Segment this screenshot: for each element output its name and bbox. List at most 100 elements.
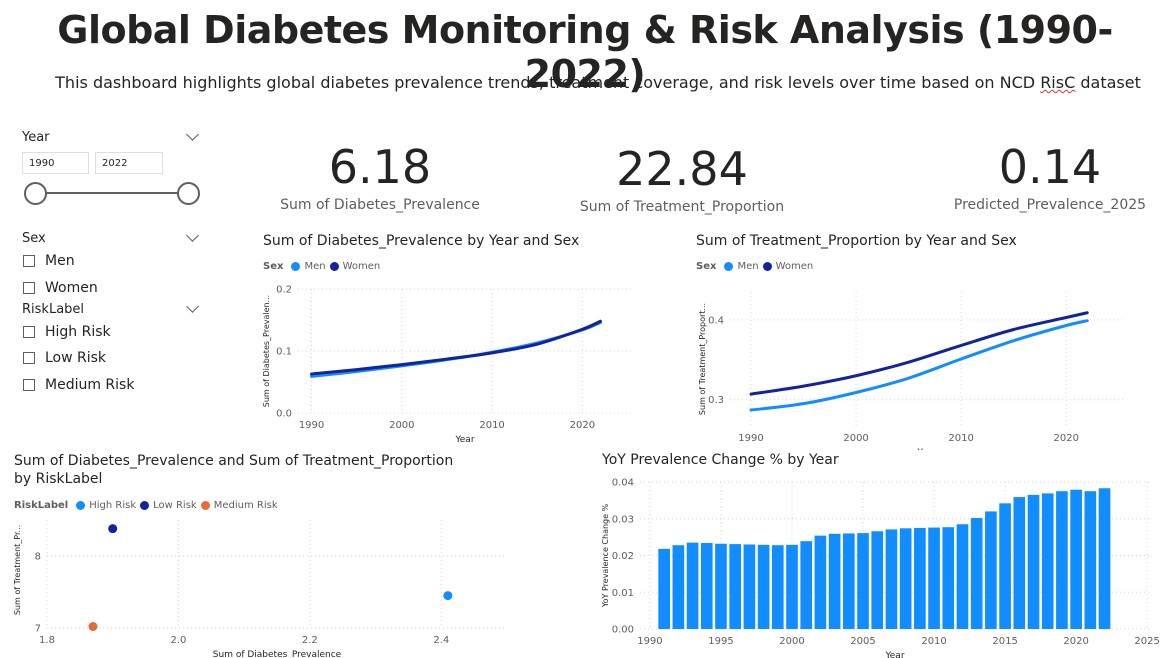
chart-legend: Sex Men Women (263, 261, 380, 272)
series-line-women (310, 319, 602, 376)
bar-1993 (686, 542, 699, 629)
chart-title-line2: by RiskLabel (14, 471, 103, 487)
y-tick-label: 0.2 (276, 285, 292, 296)
legend-women-label: Women (775, 261, 814, 272)
checkbox[interactable] (23, 282, 35, 294)
legend-women-swatch (762, 262, 772, 271)
kpi-value: 6.18 (328, 140, 432, 194)
y-tick-label: 0.4 (708, 315, 724, 326)
year-from-input[interactable]: 1990 (22, 152, 89, 174)
bar-2001 (800, 541, 813, 629)
sex-option-label: Men (45, 253, 75, 269)
year-slider-start-handle[interactable] (24, 182, 47, 205)
bar-2003 (828, 533, 841, 629)
legend-low-label: Low Risk (153, 500, 197, 511)
chart-legend: Sex Men Women (696, 261, 813, 272)
bar-2013 (970, 518, 983, 629)
x-axis-title: Year (884, 651, 904, 658)
chevron-down-icon[interactable] (186, 128, 199, 141)
x-tick-label: 2020 (570, 420, 595, 431)
sex-option-label: Women (45, 280, 98, 296)
x-tick-label: 1990 (738, 433, 763, 444)
kpi-card-prevalence[interactable]: 6.18 Sum of Diabetes_Prevalence (270, 140, 490, 220)
x-tick-label: 2.4 (433, 635, 449, 646)
yoy-bar-chart[interactable]: 0.00 0.01 0.02 0.03 0.04 1990 1995 2000 2005 2010… (598, 470, 1166, 658)
checkbox[interactable] (23, 326, 35, 338)
bar-2006 (871, 531, 884, 629)
risk-slicer: RiskLabel High Risk Low Risk Medium Risk (22, 300, 202, 400)
kpi-label: Predicted_Prevalence_2025 (953, 197, 1147, 213)
checkbox[interactable] (23, 255, 35, 267)
bar-1995 (715, 543, 727, 629)
x-axis-title: Sum of Diabetes_Prevalence (213, 650, 342, 658)
y-tick-label: 0.03 (612, 514, 634, 525)
risk-scatter-chart[interactable]: 7 8 1.8 2.0 2.2 2.4 Sum of Diabetes_Prevalence… (10, 520, 520, 658)
legend-high-swatch (76, 501, 86, 510)
bar-2011 (942, 527, 955, 629)
bar-2007 (885, 529, 898, 629)
series-line-women (749, 311, 1089, 396)
chart-legend: RiskLabel High Risk Low Risk Medium Risk (14, 500, 278, 511)
treatment-line-chart[interactable]: 0.3 0.4 1990 2000 2010 2020 Year Sum of Treatme… (692, 280, 1144, 450)
bar-2014 (985, 511, 997, 629)
x-tick-label: 2000 (779, 636, 804, 647)
risk-slicer-title: RiskLabel (22, 302, 85, 317)
legend-title: Sex (696, 261, 717, 272)
subtitle-dataset-name: RisC (1040, 73, 1076, 92)
y-tick-label: 0.3 (708, 395, 724, 406)
chevron-down-icon[interactable] (186, 300, 199, 313)
y-axis-title: YoY Prevalence Change % (601, 503, 610, 608)
kpi-card-predicted[interactable]: 0.14 Predicted_Prevalence_2025 (945, 140, 1155, 220)
y-tick-label: 0.01 (612, 588, 634, 599)
x-tick-label: 2000 (389, 420, 414, 431)
y-tick-label: 0.0 (276, 409, 292, 420)
kpi-value: 22.84 (616, 142, 748, 196)
bar-2004 (843, 533, 855, 629)
legend-men-swatch (291, 262, 301, 271)
series-line-men (749, 319, 1089, 412)
scatter-point-low-risk (108, 524, 118, 534)
legend-women-label: Women (342, 261, 381, 272)
y-axis-title: Sum of Treatment_Pr... (13, 525, 22, 615)
kpi-value: 0.14 (998, 140, 1102, 194)
legend-title: Sex (263, 261, 284, 272)
year-slider-track[interactable] (34, 192, 188, 194)
bar-1994 (700, 543, 713, 629)
bar-2019 (1056, 491, 1068, 629)
page-subtitle: This dashboard highlights global diabete… (0, 73, 1170, 92)
bar-2005 (857, 533, 869, 629)
y-tick-label: 0.00 (612, 625, 634, 636)
x-tick-label: 1990 (299, 420, 324, 431)
prevalence-line-chart[interactable]: 0.0 0.1 0.2 1990 2000 2010 2020 Year Sum of Diab… (258, 280, 648, 450)
year-to-input[interactable]: 2022 (95, 152, 163, 174)
chart-title-line1: Sum of Diabetes_Prevalence and Sum of Tr… (14, 453, 454, 469)
bar-2008 (899, 528, 912, 629)
x-tick-label: 2.0 (170, 635, 186, 646)
bar-2020 (1070, 489, 1082, 629)
y-tick-label: 8 (35, 552, 41, 563)
chevron-down-icon[interactable] (186, 229, 199, 242)
bar-1991 (658, 548, 670, 629)
subtitle-text: This dashboard highlights global diabete… (55, 73, 1041, 92)
x-tick-label: 2015 (992, 636, 1017, 647)
bar-1992 (672, 545, 685, 629)
kpi-card-treatment[interactable]: 22.84 Sum of Treatment_Proportion (567, 142, 797, 222)
sex-slicer-title: Sex (22, 231, 46, 246)
y-axis-title: Sum of Treatment_Proport... (698, 303, 707, 415)
bar-1997 (743, 544, 756, 629)
x-tick-label: 2010 (479, 420, 504, 431)
x-tick-label: 2020 (1063, 636, 1088, 647)
legend-low-swatch (140, 501, 150, 510)
page-title: Global Diabetes Monitoring & Risk Analys… (57, 8, 1113, 96)
legend-medium-swatch (200, 501, 210, 510)
checkbox[interactable] (23, 379, 35, 391)
y-tick-label: 0.1 (276, 347, 292, 358)
checkbox[interactable] (23, 352, 35, 364)
bar-2022 (1098, 488, 1111, 629)
year-slicer: Year 1990 2022 (22, 128, 202, 214)
sex-slicer: Sex Men Women (22, 229, 202, 299)
legend-medium-label: Medium Risk (213, 500, 278, 511)
x-tick-label: 2005 (850, 636, 875, 647)
bar-2002 (814, 535, 827, 629)
year-slider-end-handle[interactable] (177, 182, 200, 205)
